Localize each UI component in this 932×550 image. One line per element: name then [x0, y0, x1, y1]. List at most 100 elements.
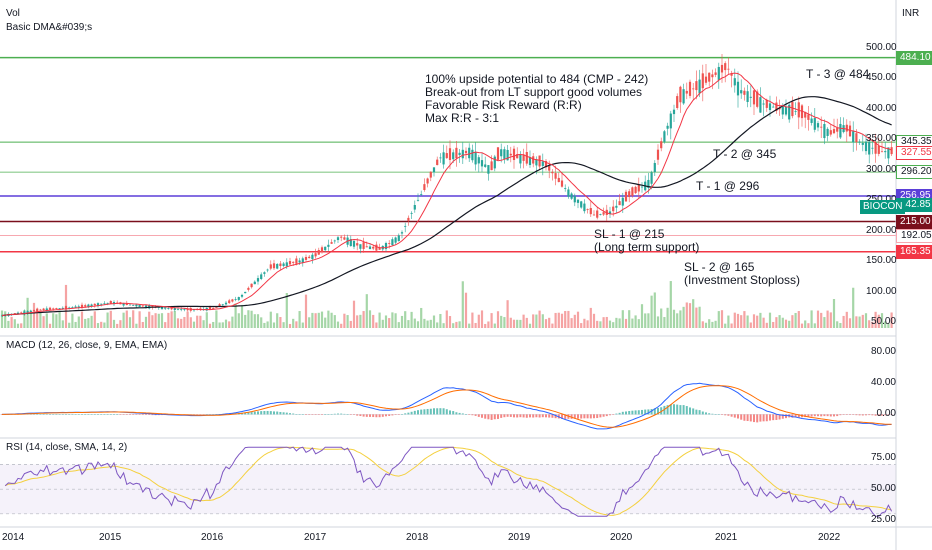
candle-body[interactable]	[554, 173, 557, 179]
volume-bar[interactable]	[823, 317, 826, 328]
volume-bar[interactable]	[532, 314, 535, 328]
macd-histogram-bar[interactable]	[397, 414, 400, 415]
macd-histogram-bar[interactable]	[202, 414, 205, 415]
candle-body[interactable]	[141, 305, 144, 307]
volume-bar[interactable]	[688, 303, 692, 328]
candle-body[interactable]	[692, 88, 695, 90]
candle-body[interactable]	[551, 171, 554, 174]
candle-body[interactable]	[701, 73, 704, 89]
macd-histogram-bar[interactable]	[333, 413, 336, 415]
candle-body[interactable]	[477, 157, 480, 164]
volume-bar[interactable]	[253, 314, 256, 328]
candle-body[interactable]	[215, 307, 218, 308]
macd-histogram-bar[interactable]	[829, 414, 832, 417]
candle-body[interactable]	[890, 147, 893, 155]
volume-bar[interactable]	[327, 310, 330, 328]
candle-body[interactable]	[298, 260, 301, 263]
macd-histogram-bar[interactable]	[769, 414, 771, 421]
macd-histogram-bar[interactable]	[858, 414, 861, 416]
candle-body[interactable]	[61, 307, 64, 309]
macd-histogram-bar[interactable]	[692, 408, 695, 415]
macd-histogram-bar[interactable]	[647, 409, 650, 415]
volume-bar[interactable]	[493, 323, 496, 328]
macd-histogram-bar[interactable]	[871, 414, 874, 416]
candle-body[interactable]	[90, 304, 93, 307]
volume-bar[interactable]	[80, 311, 84, 328]
macd-histogram-bar[interactable]	[375, 414, 378, 418]
price-level-tag[interactable]: 165.35	[896, 244, 932, 259]
volume-bar[interactable]	[525, 317, 528, 328]
candle-body[interactable]	[26, 310, 29, 313]
candle-body[interactable]	[538, 155, 541, 167]
candle-body[interactable]	[64, 306, 68, 309]
macd-histogram-bar[interactable]	[61, 414, 64, 415]
candle-body[interactable]	[45, 308, 48, 311]
macd-histogram-bar[interactable]	[449, 410, 451, 415]
macd-histogram-bar[interactable]	[378, 414, 381, 418]
candle-body[interactable]	[832, 129, 836, 134]
macd-histogram-bar[interactable]	[388, 414, 391, 416]
macd-histogram-bar[interactable]	[106, 414, 109, 415]
macd-histogram-bar[interactable]	[762, 414, 765, 422]
volume-bar[interactable]	[816, 310, 820, 328]
macd-histogram-bar[interactable]	[244, 412, 247, 415]
volume-bar[interactable]	[397, 322, 400, 328]
volume-bar[interactable]	[295, 321, 298, 328]
macd-histogram-bar[interactable]	[817, 414, 819, 417]
candle-body[interactable]	[877, 146, 880, 154]
macd-histogram-bar[interactable]	[273, 411, 275, 415]
macd-histogram-bar[interactable]	[615, 413, 618, 415]
volume-bar[interactable]	[618, 318, 621, 328]
macd-histogram-bar[interactable]	[653, 408, 656, 415]
macd-histogram-bar[interactable]	[337, 413, 339, 415]
volume-bar[interactable]	[416, 321, 420, 328]
candle-body[interactable]	[813, 118, 816, 130]
macd-histogram-bar[interactable]	[426, 408, 429, 415]
volume-bar[interactable]	[477, 314, 480, 328]
macd-histogram-bar[interactable]	[68, 414, 71, 415]
macd-histogram-bar[interactable]	[394, 414, 397, 415]
candle-body[interactable]	[80, 304, 84, 308]
macd-histogram-bar[interactable]	[116, 414, 119, 415]
macd-histogram-bar[interactable]	[794, 414, 797, 418]
volume-bar[interactable]	[784, 319, 788, 328]
volume-bar[interactable]	[13, 319, 16, 328]
macd-histogram-bar[interactable]	[461, 413, 464, 415]
macd-histogram-bar[interactable]	[455, 412, 458, 415]
volume-bar[interactable]	[775, 317, 778, 328]
candle-body[interactable]	[429, 171, 432, 178]
macd-histogram-bar[interactable]	[810, 414, 813, 417]
candle-body[interactable]	[487, 165, 490, 174]
macd-histogram-bar[interactable]	[295, 413, 298, 415]
volume-bar[interactable]	[448, 316, 452, 328]
macd-histogram-bar[interactable]	[743, 414, 746, 421]
volume-bar[interactable]	[583, 318, 586, 328]
macd-histogram-bar[interactable]	[109, 414, 112, 415]
volume-bar[interactable]	[452, 323, 455, 328]
macd-histogram-bar[interactable]	[289, 413, 291, 415]
macd-histogram-bar[interactable]	[471, 414, 474, 416]
candle-body[interactable]	[352, 240, 356, 247]
volume-bar[interactable]	[394, 313, 397, 328]
macd-histogram-bar[interactable]	[42, 413, 45, 415]
candle-body[interactable]	[372, 246, 375, 249]
macd-histogram-bar[interactable]	[141, 414, 144, 416]
volume-bar[interactable]	[762, 317, 765, 328]
macd-histogram-bar[interactable]	[820, 414, 823, 417]
macd-histogram-bar[interactable]	[413, 410, 416, 415]
candle-body[interactable]	[436, 159, 439, 166]
candle-body[interactable]	[512, 148, 516, 161]
volume-bar[interactable]	[788, 320, 791, 328]
macd-histogram-bar[interactable]	[666, 405, 669, 415]
volume-bar[interactable]	[535, 314, 538, 328]
target-3-note[interactable]: T - 3 @ 484	[806, 67, 870, 81]
volume-bar[interactable]	[266, 321, 269, 328]
candle-body[interactable]	[221, 304, 224, 306]
volume-bar[interactable]	[576, 311, 580, 328]
macd-histogram-bar[interactable]	[532, 414, 535, 418]
candle-body[interactable]	[781, 106, 784, 115]
volume-bar[interactable]	[340, 323, 343, 328]
macd-histogram-bar[interactable]	[605, 414, 608, 417]
candle-body[interactable]	[480, 160, 484, 167]
macd-histogram-bar[interactable]	[125, 414, 128, 415]
